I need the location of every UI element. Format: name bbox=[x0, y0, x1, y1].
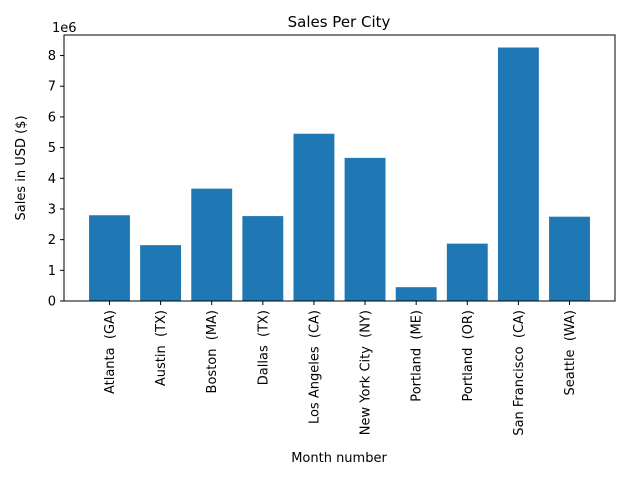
y-tick-label: 4 bbox=[48, 172, 56, 187]
chart-title: Sales Per City bbox=[288, 13, 391, 31]
x-tick-label: Atlanta (GA) bbox=[103, 310, 118, 394]
x-tick-label: Portland (ME) bbox=[410, 310, 425, 402]
x-tick-label: Los Angeles (CA) bbox=[307, 310, 322, 424]
x-axis-ticks: Atlanta (GA) Austin (TX) Boston (MA) Dallas… bbox=[103, 301, 578, 436]
bar bbox=[344, 157, 386, 301]
y-tick-label: 3 bbox=[48, 202, 56, 217]
x-tick-label: Boston (MA) bbox=[205, 310, 220, 393]
bar bbox=[89, 215, 130, 301]
y-axis-label: Sales in USD ($) bbox=[14, 115, 29, 220]
bar bbox=[242, 216, 284, 301]
x-tick-label: Austin (TX) bbox=[154, 310, 169, 386]
y-tick-label: 7 bbox=[48, 80, 56, 95]
x-axis-label: Month number bbox=[291, 451, 387, 466]
y-tick-label: 8 bbox=[48, 49, 56, 64]
y-tick-label: 2 bbox=[48, 233, 56, 248]
y-tick-label: 1 bbox=[48, 264, 56, 279]
y-tick-label: 5 bbox=[48, 141, 56, 156]
bar bbox=[395, 287, 437, 301]
bar bbox=[140, 245, 182, 301]
x-tick-label: New York City (NY) bbox=[359, 310, 374, 435]
bar bbox=[191, 188, 233, 301]
x-tick-label: Portland (OR) bbox=[461, 310, 476, 402]
bar bbox=[549, 216, 590, 301]
x-tick-label: San Francisco (CA) bbox=[512, 310, 527, 436]
x-tick-label: Dallas (TX) bbox=[256, 310, 271, 385]
x-tick-label: Seattle (WA) bbox=[563, 310, 578, 395]
plot-frame bbox=[63, 34, 616, 302]
y-tick-label: 6 bbox=[48, 110, 56, 125]
y-axis-ticks: 0 1 2 3 4 5 6 7 8 bbox=[48, 49, 64, 310]
y-tick-label: 0 bbox=[48, 295, 56, 310]
bar bbox=[497, 47, 539, 301]
bar bbox=[293, 133, 335, 301]
y-axis-offset-label: 1e6 bbox=[52, 21, 77, 36]
bar bbox=[446, 243, 488, 301]
bars-group bbox=[89, 47, 590, 301]
